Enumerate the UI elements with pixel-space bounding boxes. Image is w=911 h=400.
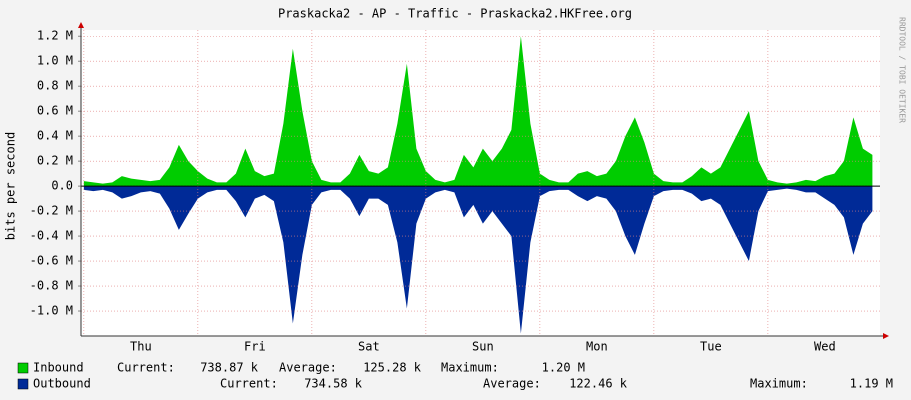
legend-stat-value: 1.20 M: [542, 361, 585, 375]
legend-label: Inbound: [33, 361, 84, 375]
legend-stat-value: 122.46 k: [569, 377, 628, 391]
legend-stat-label: Average:: [279, 361, 337, 375]
area: [83, 36, 873, 187]
chart-title: Praskacka2 - AP - Traffic - Praskacka2.H…: [278, 7, 632, 21]
legend-stat-value: 125.28 k: [363, 361, 422, 375]
y-tick-label: 0.4 M: [37, 129, 73, 143]
y-tick-label: 1.2 M: [37, 29, 73, 43]
y-tick-label: -0.8 M: [30, 279, 73, 293]
x-tick-label: Sat: [358, 340, 380, 354]
axis-arrow: [78, 22, 84, 28]
y-tick-label: 0.2 M: [37, 154, 73, 168]
legend-stat-label: Average:: [483, 377, 541, 391]
legend-stat-value: 734.58 k: [304, 377, 363, 391]
x-tick-label: Fri: [244, 340, 266, 354]
axis-arrow: [883, 333, 889, 339]
x-tick-label: Wed: [814, 340, 836, 354]
x-tick-label: Tue: [700, 340, 722, 354]
y-tick-label: 0.0: [51, 179, 73, 193]
legend-stat-label: Maximum:: [441, 361, 499, 375]
legend-stat-label: Maximum:: [750, 377, 808, 391]
x-tick-label: Sun: [472, 340, 494, 354]
x-tick-label: Mon: [586, 340, 608, 354]
y-tick-label: 0.8 M: [37, 79, 73, 93]
area: [83, 186, 873, 334]
x-tick-label: Thu: [130, 340, 152, 354]
legend-label: Outbound: [33, 377, 91, 391]
y-tick-label: -0.2 M: [30, 204, 73, 218]
y-tick-label: 1.0 M: [37, 54, 73, 68]
legend-stat-label: Current:: [117, 361, 175, 375]
y-tick-label: -1.0 M: [30, 304, 73, 318]
legend-swatch: [17, 378, 29, 390]
watermark: RRDTOOL / TOBI OETIKER: [898, 17, 907, 123]
y-tick-label: 0.6 M: [37, 104, 73, 118]
legend-stat-label: Current:: [220, 377, 278, 391]
y-tick-label: -0.4 M: [30, 229, 73, 243]
y-axis-label: bits per second: [4, 132, 18, 240]
y-tick-label: -0.6 M: [30, 254, 73, 268]
legend-stat-value: 738.87 k: [200, 361, 259, 375]
legend-swatch: [17, 362, 29, 374]
legend-stat-value: 1.19 M: [850, 377, 893, 391]
